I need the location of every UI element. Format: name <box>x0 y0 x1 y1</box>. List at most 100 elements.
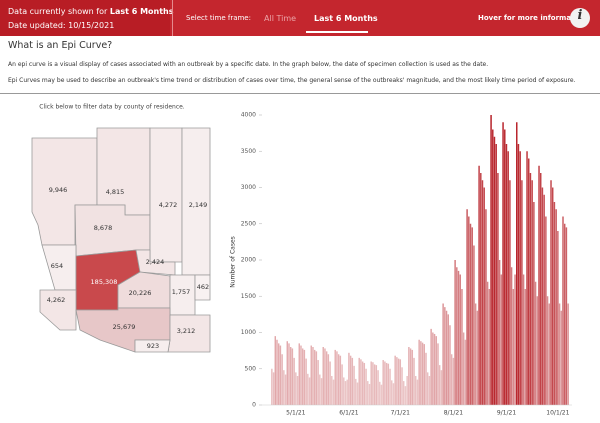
county-label: 25,679 <box>113 323 136 331</box>
county-label: 8,678 <box>94 224 113 232</box>
bar <box>485 209 487 405</box>
bar <box>355 378 357 405</box>
section-title: What is an Epi Curve? <box>8 40 113 51</box>
county[interactable] <box>134 339 171 353</box>
bar <box>488 289 491 405</box>
bar <box>512 289 515 405</box>
y-tick-label: 2500 <box>241 220 256 227</box>
bar <box>375 365 378 405</box>
bar <box>334 349 336 405</box>
bar <box>468 216 470 405</box>
bar <box>534 281 537 405</box>
tab[interactable]: Last 6 Months <box>314 14 378 23</box>
bar <box>557 231 559 405</box>
bar <box>365 368 367 405</box>
bar <box>456 267 458 405</box>
bar <box>481 180 484 405</box>
county-label: 4,262 <box>47 296 66 304</box>
bar <box>538 165 540 405</box>
y-tick-label: 1500 <box>241 293 256 300</box>
bar <box>277 343 280 405</box>
county[interactable] <box>167 314 211 353</box>
bar <box>413 357 415 405</box>
bar <box>331 376 333 405</box>
bar <box>447 314 449 405</box>
bar <box>438 365 441 405</box>
bar <box>301 348 304 405</box>
bar <box>363 362 366 405</box>
bar <box>442 303 444 405</box>
bar <box>469 223 472 405</box>
bar <box>540 173 542 405</box>
bar <box>279 345 282 405</box>
bar <box>394 355 396 405</box>
bar <box>271 368 273 405</box>
county-label: 2,149 <box>189 201 208 209</box>
bar <box>373 364 376 405</box>
county-label: 185,308 <box>91 278 118 286</box>
status-box <box>0 0 170 36</box>
bar <box>517 144 520 405</box>
bar <box>452 357 455 405</box>
bar <box>454 260 456 405</box>
shown-value: Last 6 Months <box>109 7 174 16</box>
bar <box>514 274 516 405</box>
bar <box>432 332 434 405</box>
bar <box>497 173 499 405</box>
hover-hint: Hover for more information <box>478 14 587 22</box>
bar <box>367 381 369 405</box>
bar <box>300 345 302 405</box>
county[interactable] <box>39 289 77 331</box>
bar <box>459 274 461 405</box>
bar <box>555 209 557 405</box>
tab[interactable]: All Time <box>264 14 297 23</box>
bar <box>473 245 475 405</box>
bar <box>418 339 420 405</box>
bar <box>391 380 393 405</box>
bar <box>320 378 323 405</box>
bar <box>344 381 347 405</box>
bar <box>567 303 569 405</box>
bar <box>368 383 371 405</box>
bar <box>493 136 496 405</box>
bar <box>423 344 426 405</box>
bar <box>295 372 297 405</box>
header: Data currently shown for Last 6 Months D… <box>0 0 600 36</box>
bar <box>425 352 427 405</box>
bar <box>298 343 300 405</box>
bar <box>548 303 551 405</box>
county-label: 20,226 <box>129 289 152 297</box>
bar <box>361 361 364 405</box>
x-tick-label: 5/1/21 <box>286 410 305 417</box>
bar <box>372 362 374 405</box>
bar <box>296 376 299 405</box>
bar <box>560 310 563 405</box>
bar <box>382 360 384 405</box>
x-tick-label: 10/1/21 <box>546 410 569 417</box>
county-label: 4,815 <box>106 188 125 196</box>
bar <box>529 173 532 405</box>
bar <box>505 144 508 405</box>
y-tick-label: 500 <box>245 365 257 372</box>
bar <box>397 358 400 405</box>
bar <box>490 115 492 405</box>
county[interactable] <box>194 274 211 301</box>
bar <box>550 180 552 405</box>
county[interactable] <box>96 127 151 216</box>
y-tick-label: 0 <box>252 402 256 409</box>
bar <box>370 361 372 405</box>
bar <box>317 360 319 405</box>
bar <box>303 349 306 405</box>
bar <box>288 343 290 405</box>
bar <box>471 227 473 405</box>
county[interactable] <box>149 127 183 263</box>
bar <box>563 223 566 405</box>
bar <box>445 310 448 405</box>
bar <box>440 370 443 405</box>
bar <box>387 363 390 405</box>
info-icon[interactable]: i <box>570 8 590 28</box>
bar <box>450 354 453 405</box>
county-label: 923 <box>147 342 159 350</box>
bar <box>495 144 497 405</box>
